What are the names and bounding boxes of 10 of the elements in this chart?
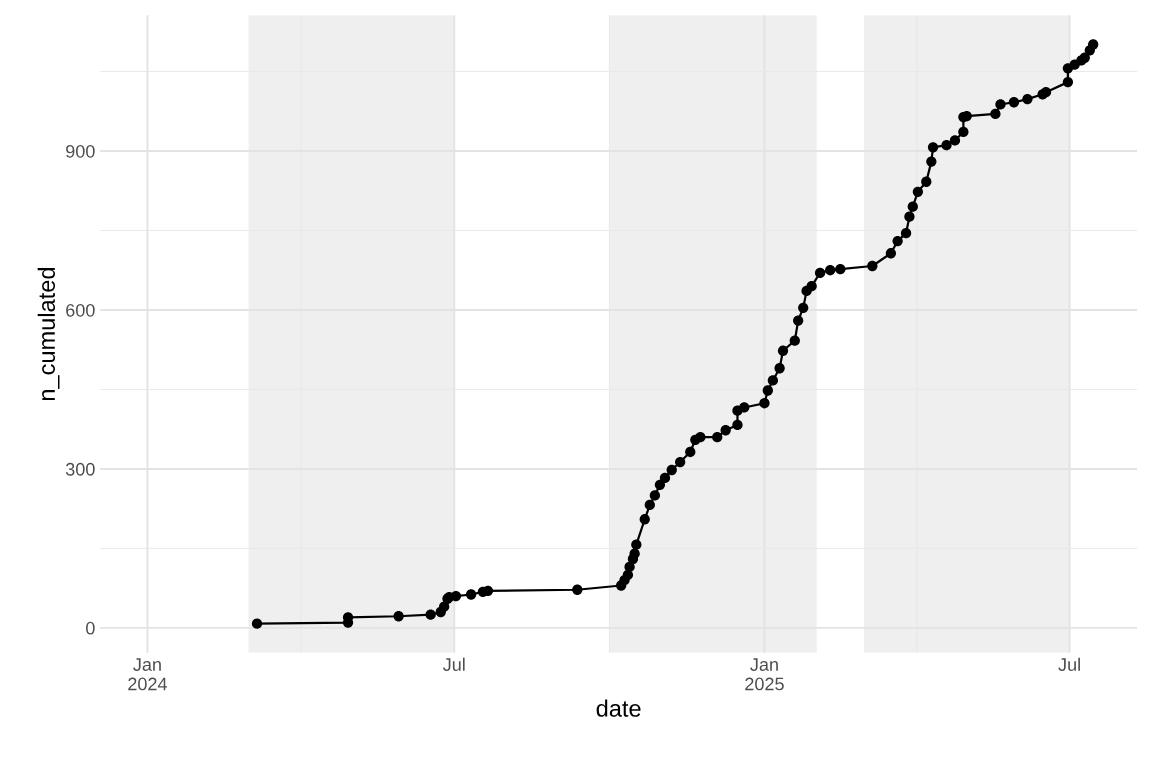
x-axis-title: date xyxy=(596,699,641,717)
y-tick-label: 0 xyxy=(86,621,95,635)
x-tick-label: Jul xyxy=(1058,657,1080,671)
y-tick-label: 600 xyxy=(66,303,95,317)
y-axis-title: n_cumulated xyxy=(37,268,60,401)
x-tick-label: Jan 2025 xyxy=(745,658,784,691)
y-tick-label: 900 xyxy=(66,144,95,158)
x-tick-label: Jul xyxy=(443,657,465,671)
x-tick-label: Jan 2024 xyxy=(128,658,167,691)
y-tick-label: 300 xyxy=(65,462,95,476)
